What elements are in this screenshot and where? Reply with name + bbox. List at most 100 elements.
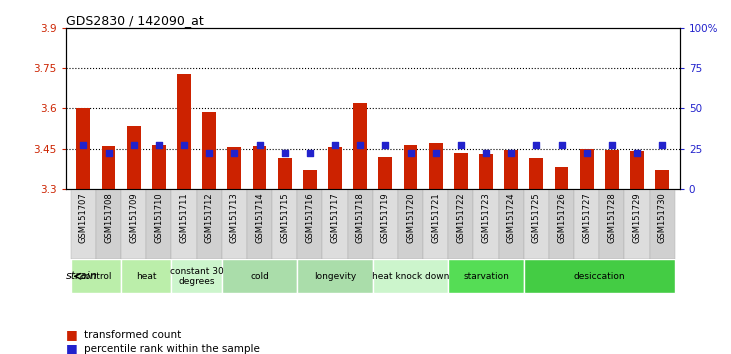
Point <box>405 150 417 156</box>
Bar <box>373 259 448 293</box>
Point <box>77 143 89 148</box>
Bar <box>197 189 221 259</box>
Text: constant 30
degrees: constant 30 degrees <box>170 267 224 286</box>
Bar <box>423 189 448 259</box>
Text: GSM151726: GSM151726 <box>557 192 566 243</box>
Point <box>279 150 291 156</box>
Point <box>606 143 618 148</box>
Text: GSM151712: GSM151712 <box>205 192 213 243</box>
Point <box>505 150 517 156</box>
Point <box>379 143 391 148</box>
Bar <box>429 143 443 189</box>
Text: GSM151718: GSM151718 <box>356 192 365 243</box>
Text: GSM151711: GSM151711 <box>180 192 189 243</box>
Bar <box>253 146 267 189</box>
Text: ■: ■ <box>66 342 77 354</box>
Bar <box>524 259 675 293</box>
Bar <box>322 189 348 259</box>
Bar <box>549 189 574 259</box>
Bar <box>221 259 298 293</box>
Text: desiccation: desiccation <box>574 272 625 281</box>
Point <box>480 150 492 156</box>
Text: cold: cold <box>250 272 269 281</box>
Text: GSM151728: GSM151728 <box>607 192 616 243</box>
Bar <box>353 103 367 189</box>
Text: GSM151710: GSM151710 <box>154 192 164 243</box>
Point <box>254 143 265 148</box>
Text: GSM151729: GSM151729 <box>632 192 642 243</box>
Bar <box>152 144 166 189</box>
Text: GSM151708: GSM151708 <box>104 192 113 243</box>
Bar <box>504 150 518 189</box>
Text: GSM151724: GSM151724 <box>507 192 516 243</box>
Bar <box>146 189 172 259</box>
Bar <box>448 189 474 259</box>
Bar <box>71 259 121 293</box>
Bar <box>272 189 298 259</box>
Text: heat: heat <box>136 272 156 281</box>
Text: control: control <box>80 272 112 281</box>
Text: GSM151713: GSM151713 <box>230 192 239 243</box>
Point <box>203 150 215 156</box>
Text: GSM151715: GSM151715 <box>280 192 289 243</box>
Bar <box>102 146 115 189</box>
Bar <box>605 150 619 189</box>
Bar <box>202 113 216 189</box>
Bar <box>221 189 247 259</box>
Text: GSM151714: GSM151714 <box>255 192 264 243</box>
Bar <box>96 189 121 259</box>
Text: transformed count: transformed count <box>84 330 181 339</box>
Text: GSM151722: GSM151722 <box>456 192 466 243</box>
Point <box>581 150 593 156</box>
Text: GSM151709: GSM151709 <box>129 192 138 243</box>
Text: GSM151707: GSM151707 <box>79 192 88 243</box>
Bar <box>298 189 322 259</box>
Text: GSM151727: GSM151727 <box>582 192 591 243</box>
Point <box>229 150 240 156</box>
Point <box>103 150 115 156</box>
Bar <box>328 147 342 189</box>
Bar <box>247 189 272 259</box>
Bar <box>348 189 373 259</box>
Text: GSM151717: GSM151717 <box>330 192 340 243</box>
Bar <box>529 158 543 189</box>
Text: starvation: starvation <box>463 272 509 281</box>
Point <box>128 143 140 148</box>
Point <box>178 143 190 148</box>
Bar <box>379 156 393 189</box>
Bar <box>373 189 398 259</box>
Point <box>329 143 341 148</box>
Bar <box>524 189 549 259</box>
Bar <box>121 259 172 293</box>
Bar <box>448 259 524 293</box>
Bar <box>499 189 524 259</box>
Point <box>430 150 442 156</box>
Bar <box>77 108 91 189</box>
Bar <box>624 189 650 259</box>
Text: ■: ■ <box>66 328 77 341</box>
Point <box>631 150 643 156</box>
Bar <box>303 170 317 189</box>
Bar <box>177 74 191 189</box>
Text: GSM151730: GSM151730 <box>658 192 667 243</box>
Bar <box>650 189 675 259</box>
Bar <box>172 259 221 293</box>
Bar <box>574 189 599 259</box>
Text: GSM151725: GSM151725 <box>532 192 541 243</box>
Point <box>531 143 542 148</box>
Bar <box>630 151 644 189</box>
Bar <box>227 147 241 189</box>
Bar <box>655 170 669 189</box>
Text: GSM151719: GSM151719 <box>381 192 390 243</box>
Bar <box>121 189 146 259</box>
Bar <box>474 189 499 259</box>
Point <box>455 143 466 148</box>
Text: GSM151716: GSM151716 <box>306 192 314 243</box>
Bar <box>454 153 468 189</box>
Bar <box>599 189 624 259</box>
Text: GSM151723: GSM151723 <box>482 192 491 243</box>
Bar <box>398 189 423 259</box>
Point <box>656 143 668 148</box>
Point <box>556 143 567 148</box>
Bar <box>555 167 569 189</box>
